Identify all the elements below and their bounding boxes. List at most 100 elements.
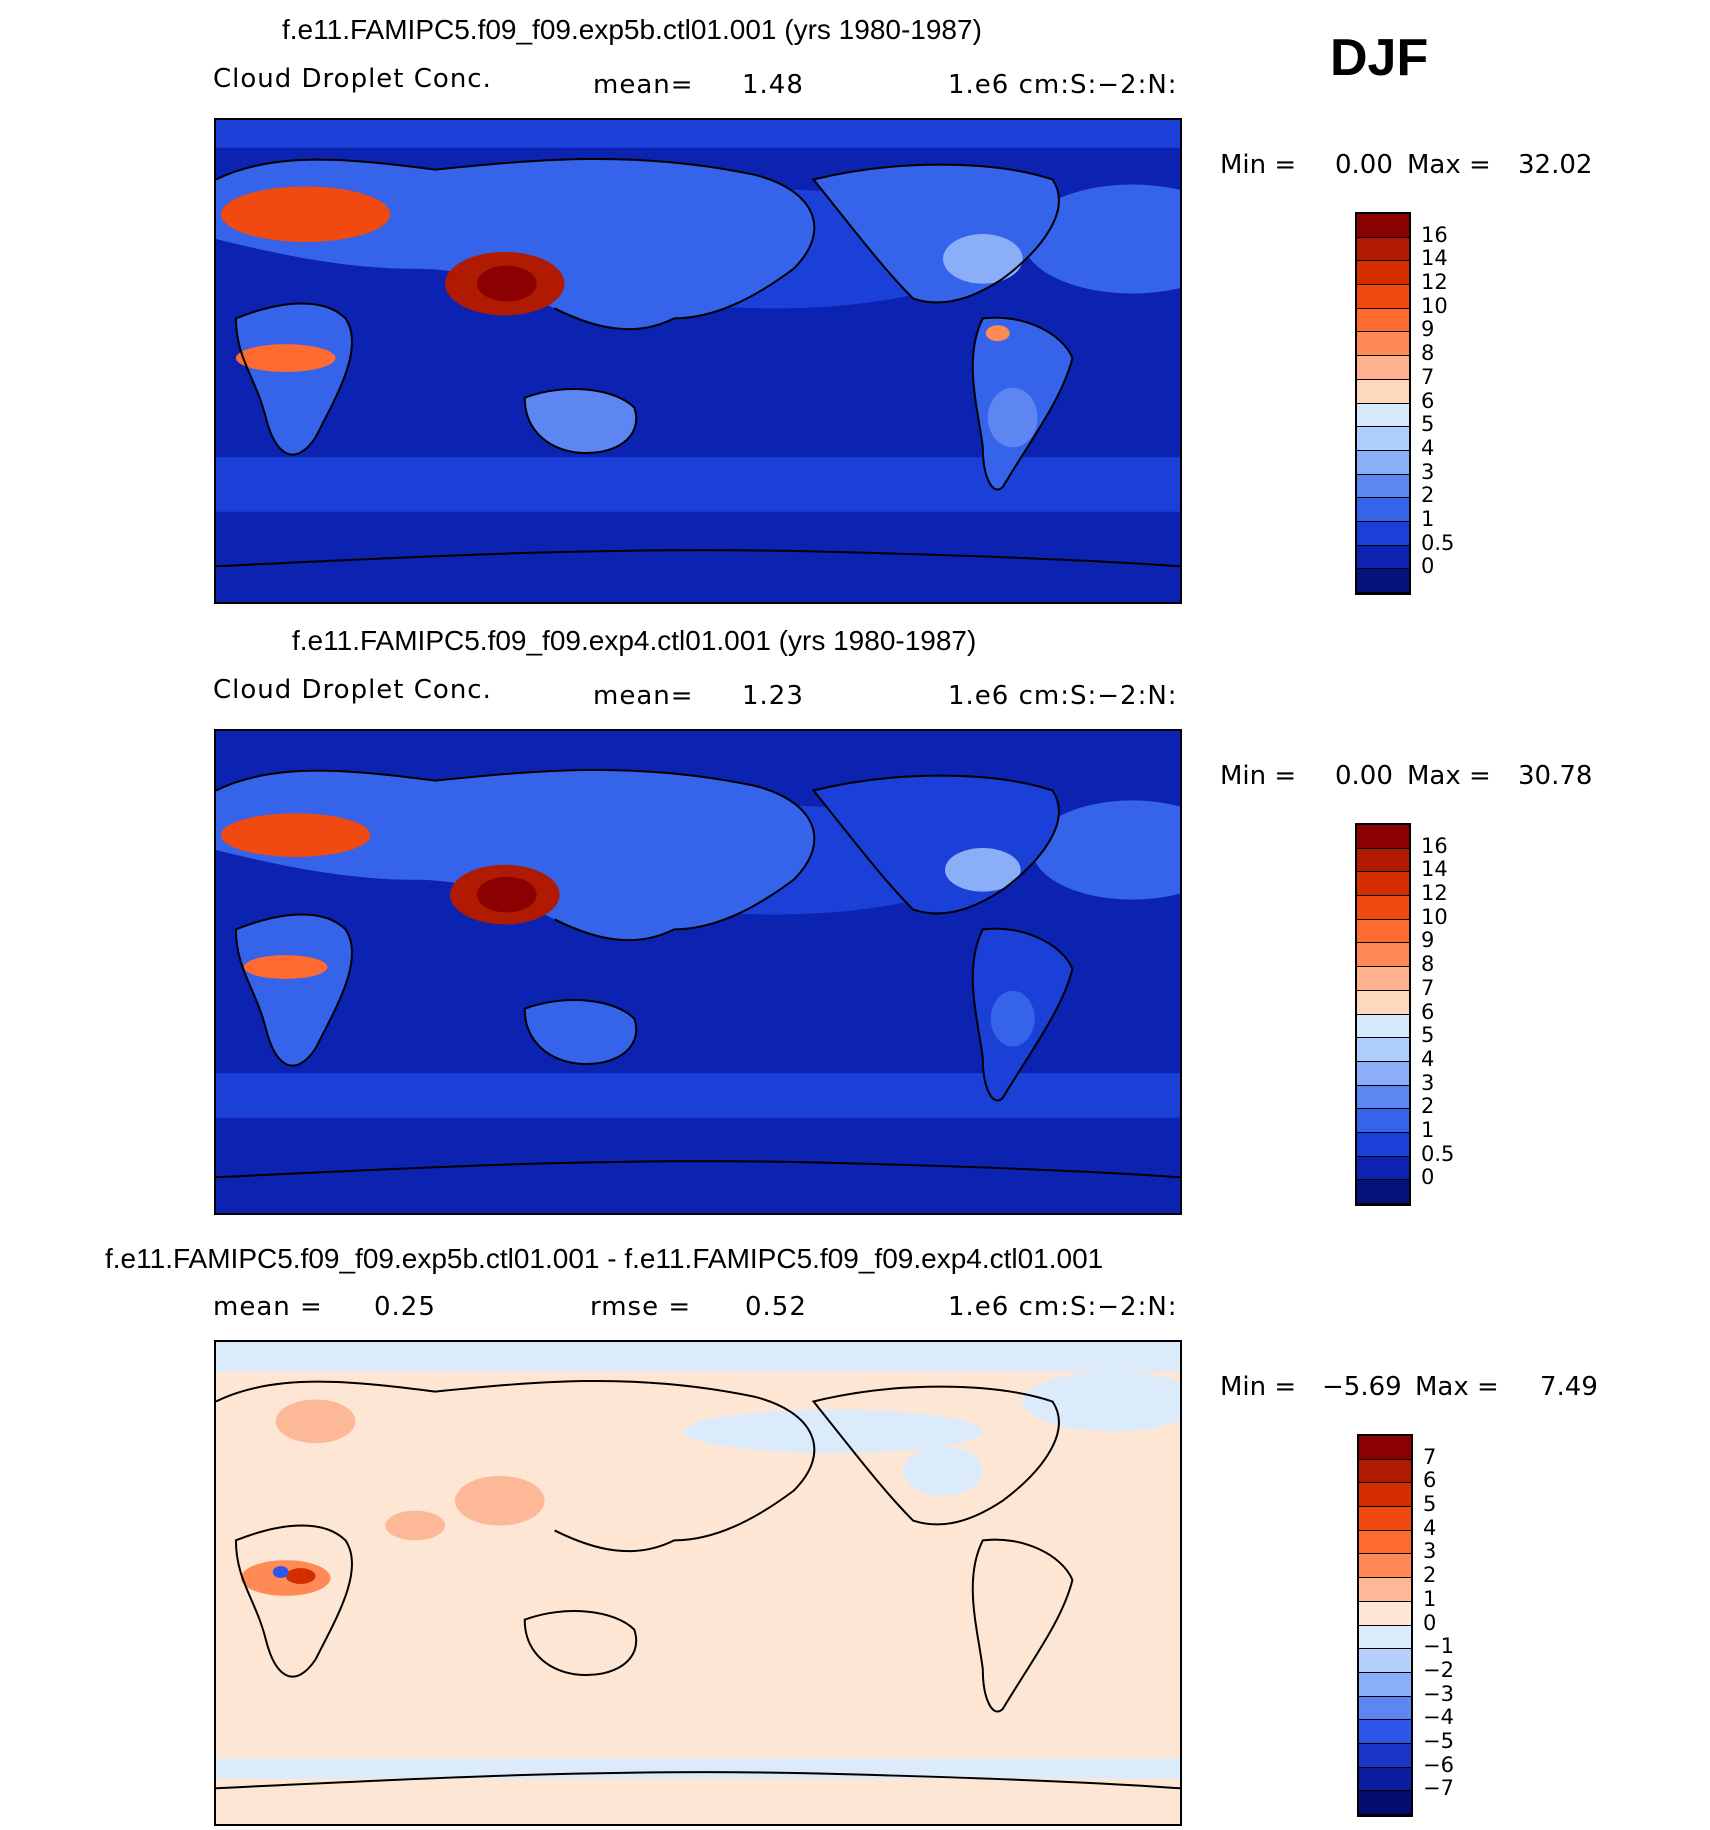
panel2-coast-australia: [523, 999, 638, 1065]
season-label: DJF: [1330, 29, 1429, 87]
panel2-coast-antarctica: [216, 1160, 1180, 1179]
panel3-coast-antarctica: [216, 1771, 1180, 1790]
panel2-max-value: 30.78: [1518, 761, 1593, 791]
colorbar-tick-label: 6: [1423, 1468, 1437, 1493]
colorbar-band: [1357, 214, 1409, 238]
panel2-mean-value: 1.23: [742, 681, 804, 711]
panel3-africa-max: [285, 1568, 316, 1584]
panel3-south-neg: [216, 1758, 1180, 1779]
panel3-mean-label: mean =: [213, 1292, 323, 1322]
panel1-colorbar: [1355, 212, 1411, 595]
panel2-china-core: [476, 876, 537, 913]
panel3-atl-neg: [1022, 1371, 1180, 1432]
colorbar-band: [1359, 1601, 1411, 1626]
colorbar-band: [1357, 1038, 1409, 1062]
panel1-europe-max: [220, 186, 391, 242]
panel2-australia: [524, 1000, 637, 1065]
panel2-mean-label: mean=: [593, 681, 694, 711]
panel2-coast-africa: [234, 913, 353, 1067]
panel1-mean-value: 1.48: [742, 70, 804, 100]
panel1-sa-south: [987, 387, 1038, 448]
panel2-africa-max: [243, 955, 328, 979]
panel3-units: 1.e6 cm:S:−2:N:: [948, 1292, 1178, 1322]
colorbar-tick-label: 16: [1421, 833, 1448, 858]
panel3-max-label: Max =: [1415, 1372, 1499, 1402]
panel2-eurasia: [216, 769, 815, 941]
colorbar-tick-label: 5: [1421, 412, 1435, 437]
colorbar-band: [1359, 1743, 1411, 1768]
colorbar-band: [1357, 1180, 1409, 1204]
colorbar-band: [1359, 1720, 1411, 1744]
colorbar-band: [1357, 474, 1409, 499]
colorbar-tick-label: 6: [1421, 999, 1435, 1024]
panel1-africa-max: [235, 344, 336, 372]
colorbar-tick-label: 6: [1421, 388, 1435, 413]
panel1-variable: Cloud Droplet Conc.: [213, 64, 492, 94]
colorbar-tick-label: 12: [1421, 270, 1448, 295]
colorbar-tick-label: −2: [1423, 1657, 1454, 1682]
panel3-rmse-label: rmse =: [590, 1292, 692, 1322]
colorbar-band: [1357, 308, 1409, 333]
panel2-africa: [235, 914, 353, 1066]
panel3-china-pos: [455, 1475, 545, 1526]
panel1-mean-label: mean=: [593, 70, 694, 100]
colorbar-tick-label: 14: [1421, 857, 1448, 882]
colorbar-tick-label: −6: [1423, 1752, 1454, 1777]
colorbar-tick-label: 12: [1421, 881, 1448, 906]
panel2-natl: [1032, 800, 1180, 900]
colorbar-tick-label: 2: [1421, 1094, 1435, 1119]
colorbar-band: [1359, 1649, 1411, 1673]
colorbar-band: [1357, 285, 1409, 309]
colorbar-tick-label: −7: [1423, 1776, 1454, 1801]
panel2-coast-namerica: [811, 774, 1060, 915]
panel1-china-core: [476, 265, 537, 302]
colorbar-band: [1359, 1483, 1411, 1508]
panel2-max-label: Max =: [1407, 761, 1491, 791]
colorbar-band: [1359, 1578, 1411, 1602]
colorbar-tick-label: 8: [1421, 952, 1435, 977]
colorbar-band: [1359, 1459, 1411, 1484]
colorbar-tick-label: 0: [1423, 1610, 1437, 1635]
colorbar-band: [1357, 332, 1409, 357]
colorbar-band: [1359, 1554, 1411, 1579]
panel2-storm-band: [216, 1073, 1180, 1118]
colorbar-tick-label: 3: [1421, 1070, 1435, 1095]
panel1-storm-band: [216, 457, 1180, 512]
colorbar-band: [1357, 896, 1409, 920]
colorbar-band: [1357, 1156, 1409, 1181]
panel2-title: f.e11.FAMIPC5.f09_f09.exp4.ctl01.001 (yr…: [292, 625, 977, 656]
panel1-max-value: 32.02: [1518, 150, 1593, 180]
panel1-coast-antarctica: [216, 549, 1180, 568]
panel1-coast-eurasia: [216, 158, 816, 331]
colorbar-band: [1357, 967, 1409, 991]
panel1-field: [216, 120, 1180, 602]
panel3-min-label: Min =: [1220, 1372, 1297, 1402]
colorbar-tick-label: 4: [1421, 435, 1435, 460]
colorbar-tick-label: 1: [1423, 1586, 1437, 1611]
colorbar-tick-label: 9: [1421, 317, 1435, 342]
colorbar-tick-label: 16: [1421, 222, 1448, 247]
panel3-coast-samerica: [971, 1538, 1074, 1713]
panel2-units: 1.e6 cm:S:−2:N:: [948, 681, 1178, 711]
panel3-india-pos: [385, 1510, 446, 1541]
colorbar-tick-label: 0.5: [1421, 1141, 1455, 1166]
colorbar-tick-label: 14: [1421, 246, 1448, 271]
colorbar-band: [1357, 450, 1409, 475]
colorbar-band: [1357, 1132, 1409, 1157]
panel3-africa-pos: [240, 1560, 331, 1596]
panel3-max-value: 7.49: [1540, 1372, 1598, 1402]
colorbar-tick-label: −3: [1423, 1681, 1454, 1706]
colorbar-band: [1357, 403, 1409, 428]
panel3-colorbar: [1357, 1434, 1413, 1817]
colorbar-tick-label: 0: [1421, 1165, 1435, 1190]
colorbar-band: [1357, 990, 1409, 1015]
colorbar-tick-label: 7: [1423, 1444, 1437, 1469]
colorbar-band: [1359, 1696, 1411, 1721]
panel2-variable: Cloud Droplet Conc.: [213, 675, 492, 705]
colorbar-band: [1357, 569, 1409, 593]
panel1-map: [214, 118, 1182, 604]
panel3-map: [214, 1340, 1182, 1826]
panel1-natl: [1022, 184, 1180, 294]
colorbar-tick-label: 1: [1421, 1117, 1435, 1142]
colorbar-band: [1359, 1767, 1411, 1792]
